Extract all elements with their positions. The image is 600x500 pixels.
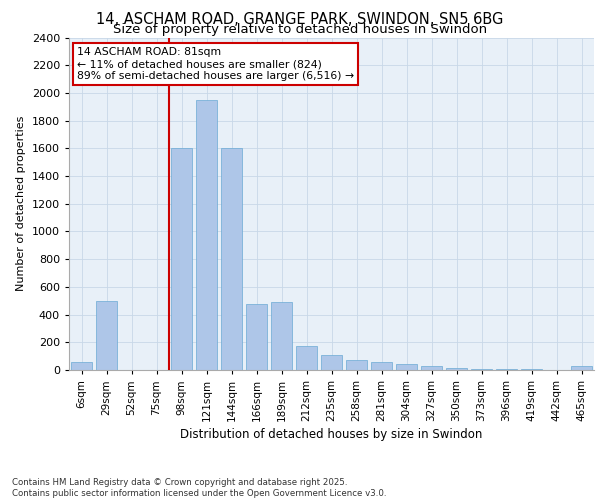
Bar [171, 148, 192, 370]
Text: Contains HM Land Registry data © Crown copyright and database right 2025.
Contai: Contains HM Land Registry data © Crown c… [12, 478, 386, 498]
X-axis label: Distribution of detached houses by size in Swindon: Distribution of detached houses by size … [181, 428, 482, 441]
Bar [96, 300, 117, 370]
Bar [371, 362, 392, 370]
Bar [446, 368, 467, 370]
Text: 14 ASCHAM ROAD: 81sqm
← 11% of detached houses are smaller (824)
89% of semi-det: 14 ASCHAM ROAD: 81sqm ← 11% of detached … [77, 48, 354, 80]
Bar [196, 100, 217, 370]
Bar [496, 369, 517, 370]
Bar [321, 355, 342, 370]
Bar [71, 362, 92, 370]
Text: Size of property relative to detached houses in Swindon: Size of property relative to detached ho… [113, 22, 487, 36]
Bar [471, 368, 492, 370]
Bar [571, 366, 592, 370]
Bar [346, 360, 367, 370]
Text: 14, ASCHAM ROAD, GRANGE PARK, SWINDON, SN5 6BG: 14, ASCHAM ROAD, GRANGE PARK, SWINDON, S… [97, 12, 503, 28]
Bar [246, 304, 267, 370]
Bar [421, 366, 442, 370]
Bar [396, 364, 417, 370]
Bar [296, 346, 317, 370]
Y-axis label: Number of detached properties: Number of detached properties [16, 116, 26, 292]
Bar [221, 148, 242, 370]
Bar [271, 302, 292, 370]
